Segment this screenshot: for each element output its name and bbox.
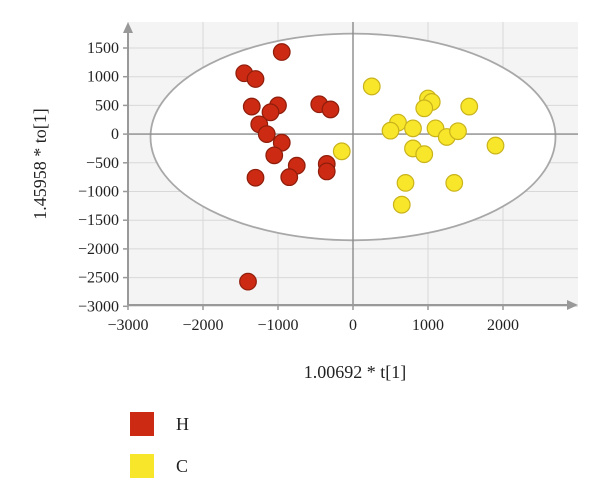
- data-point-c: [415, 99, 434, 118]
- series-c: [332, 77, 505, 214]
- y-tick-label: 1000: [87, 69, 119, 86]
- x-tick-label: −2000: [182, 317, 223, 334]
- data-point-h: [242, 97, 261, 116]
- y-axis-arrow-icon: [123, 22, 133, 33]
- data-point-h: [246, 70, 265, 88]
- data-point-c: [396, 173, 415, 192]
- data-point-c: [415, 145, 434, 164]
- data-points: [235, 43, 505, 291]
- data-point-c: [362, 77, 381, 96]
- data-point-h: [257, 125, 276, 144]
- data-point-h: [317, 162, 336, 181]
- series-h: [235, 43, 340, 291]
- data-point-c: [486, 136, 505, 155]
- axis-labels: 1.00692 * t[1] 1.45958 * to[1]: [30, 108, 406, 382]
- legend-swatch-h: [130, 412, 154, 436]
- x-tick-label: −3000: [107, 317, 148, 334]
- x-tick-label: 1000: [412, 317, 444, 334]
- y-tick-label: −3000: [78, 298, 119, 315]
- y-axis-label: 1.45958 * to[1]: [30, 108, 50, 220]
- data-point-h: [321, 100, 340, 119]
- y-tick-label: −2000: [78, 241, 119, 258]
- legend-swatch-c: [130, 454, 154, 478]
- data-point-h: [280, 168, 299, 187]
- legend-label-h: H: [176, 414, 189, 434]
- data-point-c: [332, 142, 351, 161]
- x-axis-arrow-icon: [567, 300, 578, 310]
- y-tick-label: 1500: [87, 40, 119, 57]
- y-tick-label: 0: [111, 126, 119, 143]
- data-point-c: [392, 195, 411, 214]
- data-point-h: [265, 146, 284, 165]
- y-tick-label: −1000: [78, 184, 119, 201]
- x-tick-label: 2000: [487, 317, 519, 334]
- data-point-c: [460, 97, 479, 116]
- data-point-c: [445, 173, 464, 192]
- x-tick-label: 0: [349, 317, 357, 334]
- legend-label-c: C: [176, 456, 188, 476]
- y-tick-label: −2500: [78, 270, 119, 287]
- zero-reference-lines: [128, 22, 578, 305]
- data-point-h: [239, 272, 257, 291]
- x-tick-label: −1000: [257, 317, 298, 334]
- data-point-c: [381, 121, 400, 140]
- data-point-c: [404, 119, 422, 138]
- legend: HC: [130, 412, 189, 478]
- data-point-c: [449, 122, 467, 141]
- y-tick-label: −500: [86, 155, 119, 172]
- y-tick-label: −1500: [78, 212, 119, 229]
- data-point-h: [246, 168, 265, 187]
- data-point-h: [261, 103, 280, 122]
- data-point-h: [272, 43, 291, 61]
- x-axis-label: 1.00692 * t[1]: [304, 362, 407, 382]
- axes: −3000 −2000 −1000 0 1000 2000 1500 1000 500 0 −500…: [78, 22, 578, 334]
- y-tick-label: 500: [95, 97, 119, 114]
